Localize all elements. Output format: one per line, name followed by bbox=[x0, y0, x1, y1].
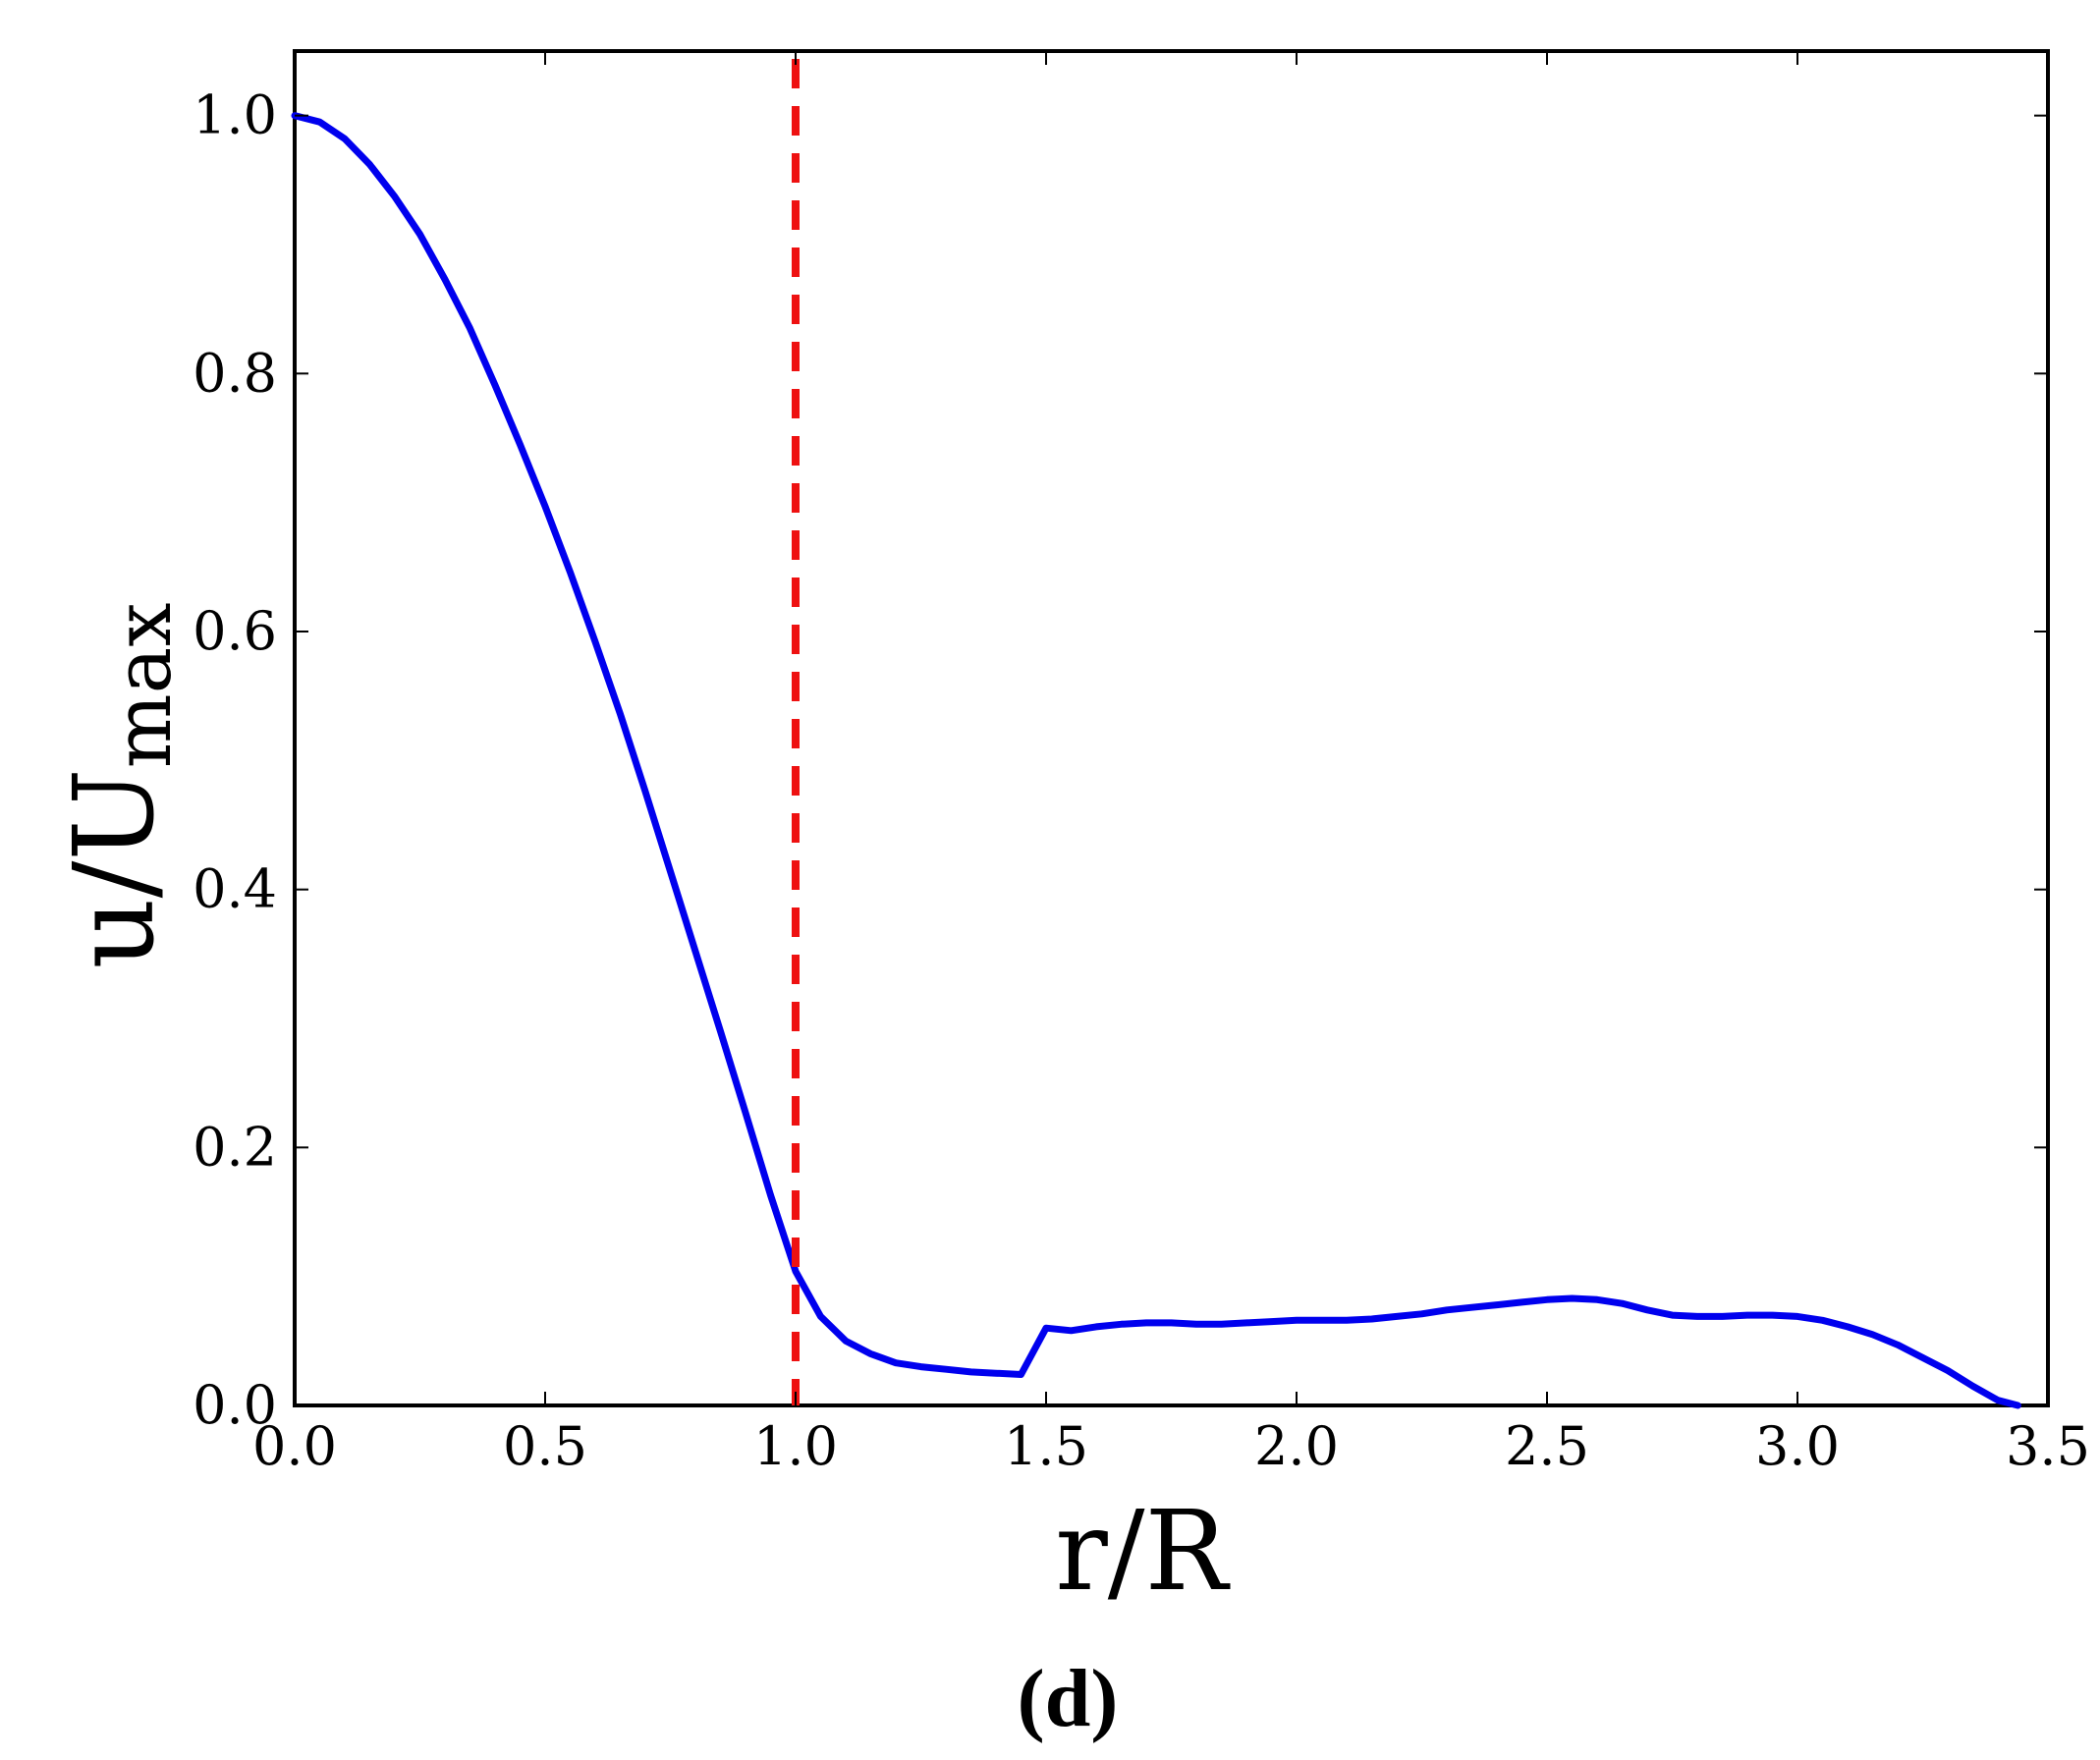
x-tick-label: 2.0 bbox=[1254, 1415, 1339, 1477]
y-axis-title-main: u/U bbox=[51, 768, 179, 968]
y-tick-label: 0.8 bbox=[193, 342, 277, 404]
tick-labels: 0.0 0.5 1.0 1.5 2.0 2.5 3.0 3.5 0.0 0.2 0.4 0.6 0.8 1… bbox=[193, 84, 2090, 1477]
x-tick-label: 0.0 bbox=[252, 1415, 337, 1477]
x-tick-label: 3.0 bbox=[1755, 1415, 1840, 1477]
x-tick-label: 3.5 bbox=[2006, 1415, 2090, 1477]
y-tick-label: 1.0 bbox=[193, 84, 277, 146]
y-tick-label: 0.0 bbox=[193, 1374, 277, 1436]
panel-label: (d) bbox=[1018, 1653, 1119, 1744]
x-tick-label: 2.5 bbox=[1505, 1415, 1589, 1477]
axis-ticks bbox=[294, 51, 2049, 1406]
x-tick-label: 1.5 bbox=[1004, 1415, 1088, 1477]
plot-frame bbox=[293, 49, 2050, 1407]
x-tick-label: 0.5 bbox=[503, 1415, 587, 1477]
svg-text:u/Umax: u/Umax bbox=[51, 603, 189, 969]
y-tick-label: 0.4 bbox=[193, 858, 277, 920]
y-tick-label: 0.2 bbox=[193, 1116, 277, 1178]
x-tick-label: 1.0 bbox=[753, 1415, 838, 1477]
y-axis-title: u/Umax bbox=[51, 603, 189, 969]
series-line-0 bbox=[291, 112, 2021, 1409]
x-axis-title: r/R bbox=[1055, 1488, 1231, 1616]
y-tick-label: 0.6 bbox=[193, 600, 277, 662]
y-axis-title-sub: max bbox=[97, 603, 189, 769]
plot-area bbox=[291, 49, 2050, 1409]
